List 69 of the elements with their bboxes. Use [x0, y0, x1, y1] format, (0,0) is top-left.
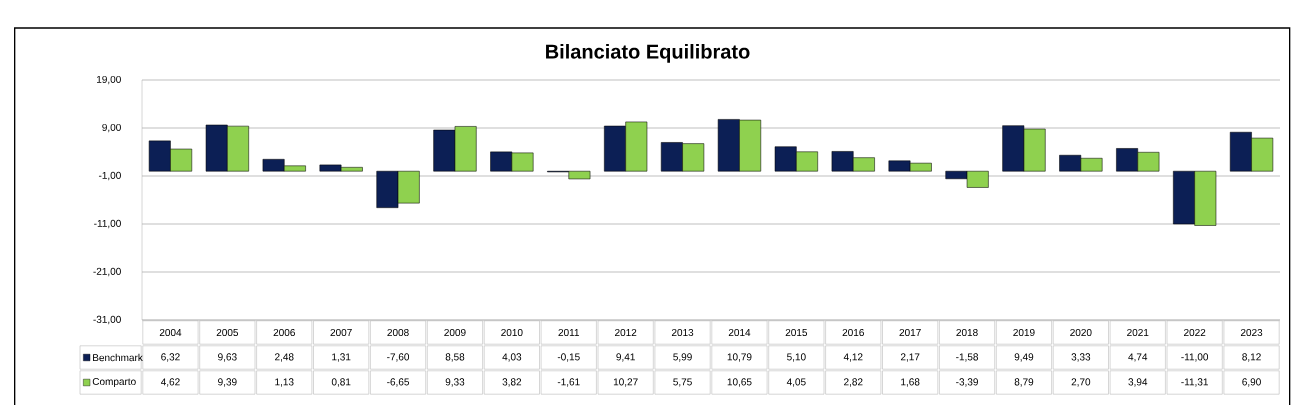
data-label: 8,58 — [445, 353, 465, 362]
x-tick-label: 2007 — [330, 328, 352, 337]
x-tick-label: 2018 — [956, 328, 978, 337]
data-label: 5,10 — [787, 353, 806, 362]
data-label: 4,74 — [1128, 353, 1148, 362]
x-tick-label: 2009 — [444, 328, 466, 337]
data-label: 3,82 — [502, 378, 522, 387]
x-tick-label: 2006 — [273, 328, 295, 337]
data-label: 6,32 — [161, 353, 180, 362]
legend-label: Benchmark — [93, 353, 143, 362]
data-label: 2,70 — [1071, 378, 1091, 387]
data-label: 8,79 — [1014, 378, 1034, 387]
data-label: 9,49 — [1014, 353, 1034, 362]
data-label: 10,65 — [727, 378, 752, 387]
x-tick-label: 2019 — [1013, 328, 1035, 337]
data-label: 1,13 — [275, 378, 294, 387]
data-label: 9,39 — [218, 378, 237, 387]
x-tick-label: 2004 — [159, 328, 182, 337]
data-label: 4,03 — [502, 353, 522, 362]
x-tick-label: 2010 — [501, 328, 523, 337]
data-label: -11,00 — [1181, 353, 1209, 362]
data-label: 9,63 — [218, 353, 237, 362]
data-label: 10,79 — [727, 353, 752, 362]
legend-label: Comparto — [92, 377, 136, 388]
x-tick-label: 2016 — [842, 328, 864, 337]
x-tick-label: 2015 — [785, 328, 808, 337]
data-label: 2,82 — [844, 378, 863, 387]
data-label: 8,12 — [1242, 353, 1261, 362]
chart-title: Bilanciato Equilibrato — [546, 44, 750, 63]
data-label: -7,60 — [387, 353, 410, 362]
x-tick-label: 2022 — [1184, 328, 1206, 337]
y-tick-label: -31,00 — [93, 315, 121, 325]
y-tick-label: -1,00 — [98, 171, 121, 181]
data-label: 1,31 — [332, 353, 351, 362]
x-tick-label: 2017 — [899, 328, 921, 337]
data-label: 1,68 — [901, 378, 920, 387]
data-label: 2,17 — [900, 353, 920, 362]
data-label: -11,31 — [1181, 378, 1208, 387]
x-tick-label: 2005 — [216, 328, 239, 337]
data-label: 0,81 — [331, 378, 351, 387]
y-tick-label: -11,00 — [94, 219, 121, 229]
data-label: 5,75 — [673, 378, 692, 387]
data-label: -0,15 — [557, 353, 580, 362]
data-label: 4,05 — [786, 378, 806, 387]
x-tick-label: 2013 — [671, 328, 694, 337]
data-label: -1,58 — [956, 353, 979, 362]
x-tick-label: 2012 — [615, 328, 637, 337]
data-label: 10,27 — [613, 378, 638, 387]
data-label: 3,33 — [1071, 353, 1091, 362]
data-label: 3,94 — [1128, 378, 1148, 387]
data-label: 6,90 — [1242, 378, 1261, 387]
y-tick-label: 9,00 — [102, 123, 121, 133]
data-label: -3,39 — [956, 378, 978, 387]
data-label: 2,48 — [275, 353, 294, 362]
y-tick-label: 19,00 — [97, 75, 121, 85]
x-tick-label: 2011 — [558, 328, 580, 337]
data-label: 4,62 — [160, 378, 180, 387]
y-tick-label: -21,00 — [93, 267, 121, 277]
x-tick-label: 2008 — [387, 328, 409, 337]
x-tick-label: 2014 — [728, 328, 751, 337]
data-label: 5,99 — [673, 353, 692, 362]
data-label: 9,41 — [616, 353, 635, 362]
x-tick-label: 2021 — [1127, 328, 1149, 337]
data-label: 9,33 — [445, 378, 465, 387]
x-tick-label: 2020 — [1070, 328, 1092, 337]
x-tick-label: 2023 — [1240, 328, 1263, 337]
data-label: -1,61 — [557, 378, 580, 387]
data-label: -6,65 — [387, 378, 410, 387]
data-label: 4,12 — [843, 353, 863, 362]
